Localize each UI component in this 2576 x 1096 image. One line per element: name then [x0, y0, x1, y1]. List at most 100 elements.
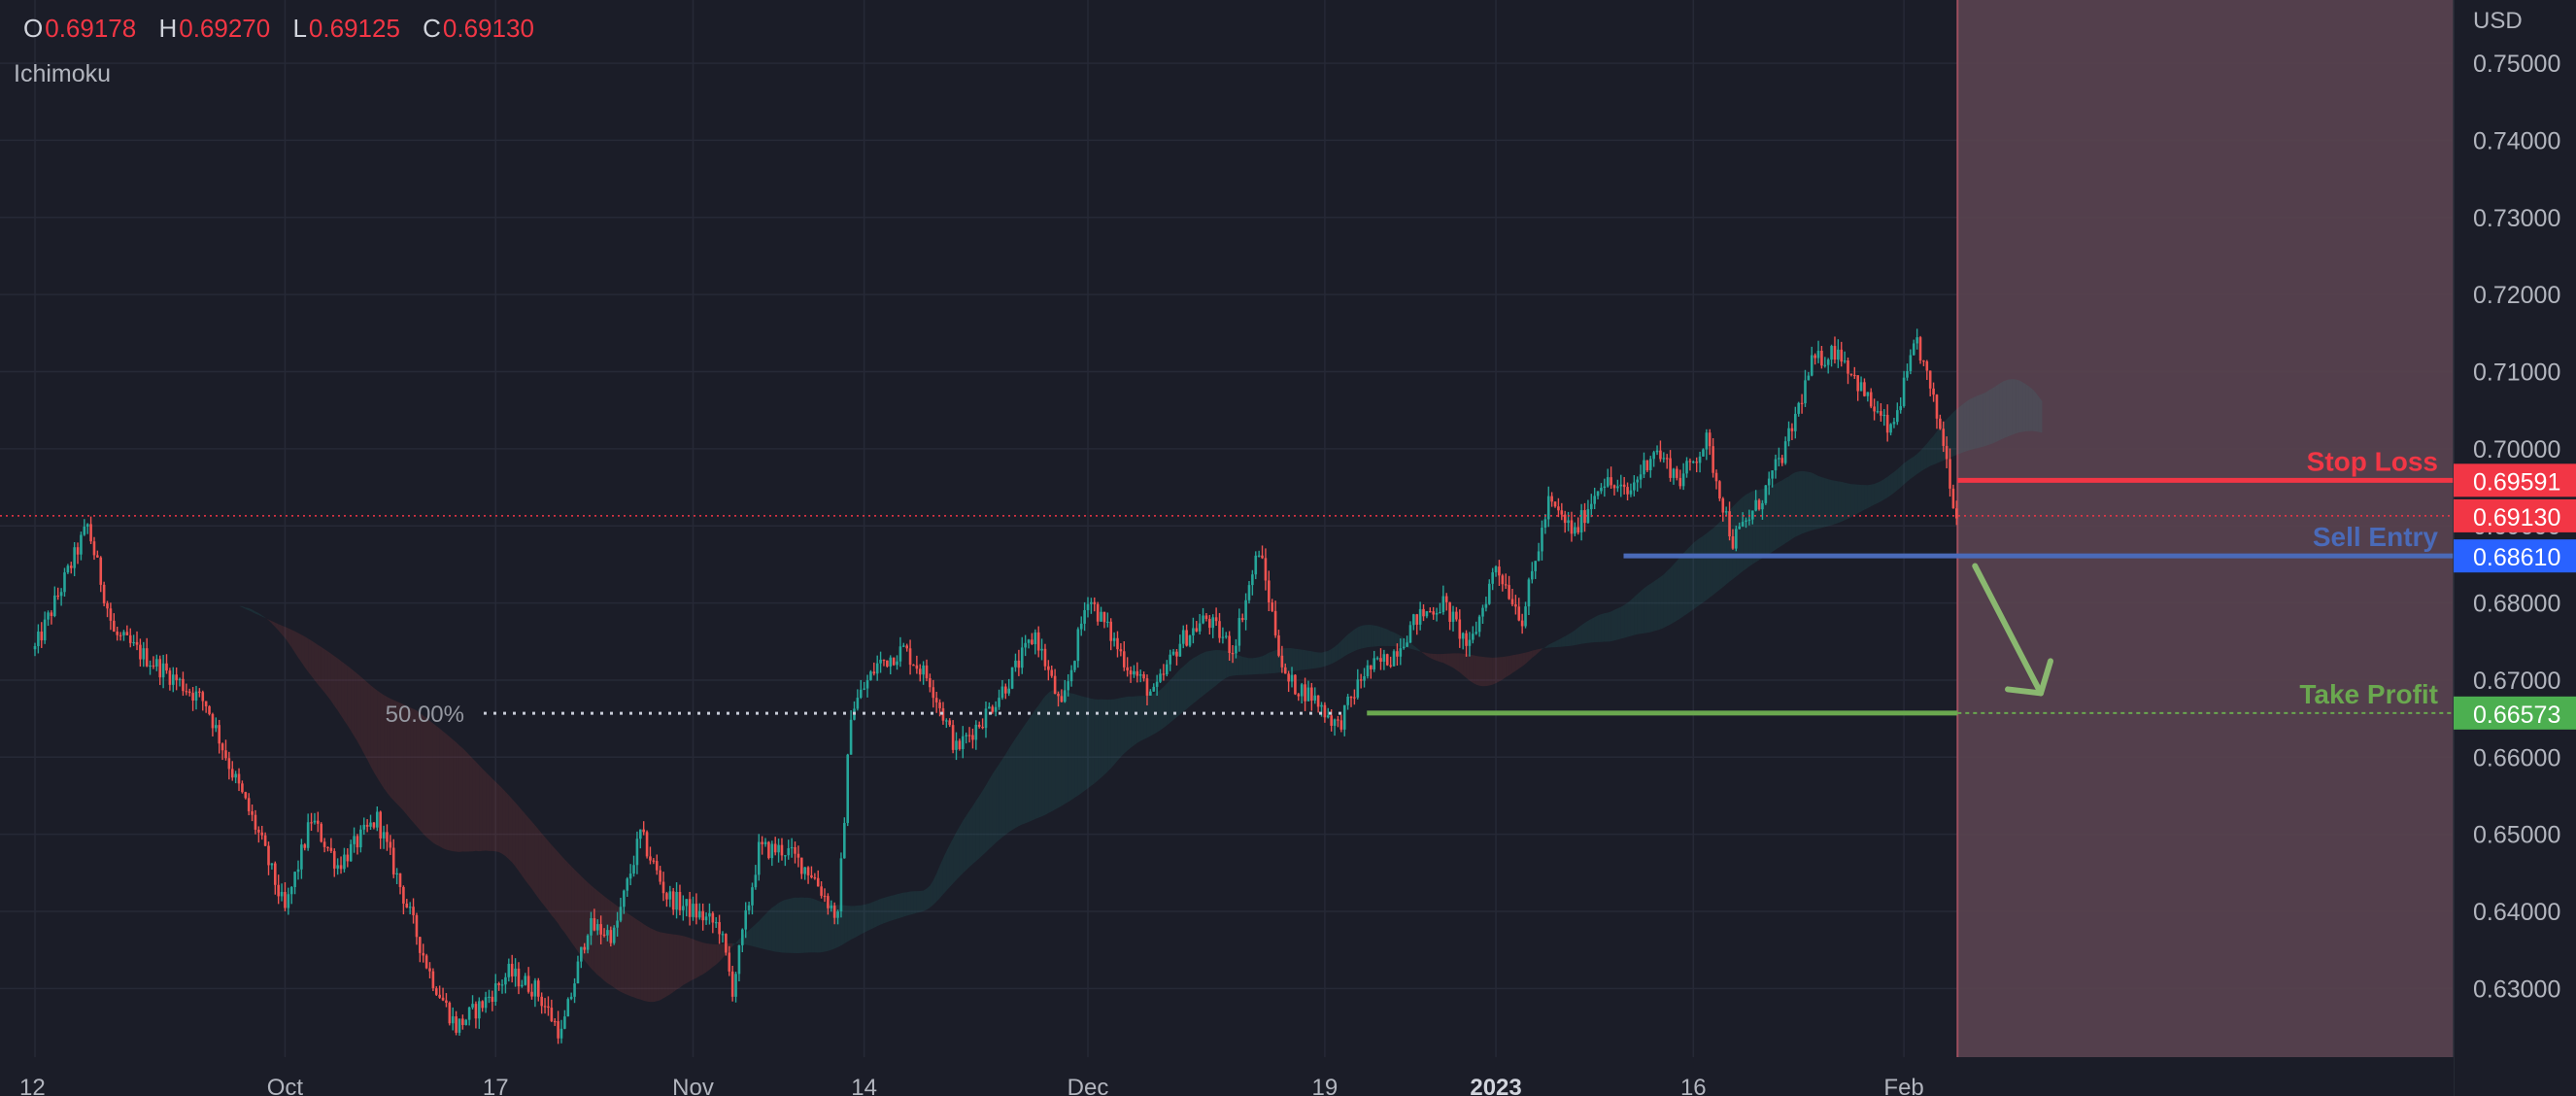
cloud-segment — [1466, 654, 1470, 681]
cloud-segment — [1670, 564, 1674, 625]
cloud-segment — [732, 942, 736, 947]
candle-body — [1280, 655, 1284, 668]
cloud-segment — [1456, 653, 1460, 672]
candle-body — [799, 857, 803, 874]
cloud-segment — [1453, 653, 1457, 670]
candle-body — [929, 678, 932, 688]
cloud-segment — [1186, 660, 1191, 709]
cloud-segment — [356, 673, 361, 748]
candle-body — [1645, 460, 1649, 470]
cloud-segment — [636, 919, 641, 1000]
cloud-segment — [676, 934, 680, 990]
cloud-segment — [1005, 748, 1009, 835]
candle-body — [478, 1001, 481, 1019]
sell-entry-annotation: Sell Entry — [2313, 522, 2439, 552]
candle-body — [1517, 606, 1521, 621]
currency-label: USD — [2473, 8, 2523, 34]
candle-body — [1576, 527, 1580, 532]
cloud-segment — [679, 935, 684, 988]
candle-body — [1195, 628, 1199, 632]
cloud-segment — [778, 901, 782, 953]
candle-body — [602, 934, 606, 937]
cloud-segment — [192, 582, 196, 584]
cloud-segment — [268, 619, 272, 624]
candle-body — [185, 691, 188, 693]
candle-body — [76, 547, 80, 555]
cloud-segment — [1812, 472, 1815, 531]
cloud-segment — [351, 668, 355, 736]
cloud-segment — [166, 588, 170, 594]
candle-body — [1083, 609, 1086, 624]
candle-body — [704, 916, 708, 921]
cloud-segment — [169, 584, 174, 589]
cloud-segment — [1140, 696, 1144, 741]
cloud-segment — [1995, 383, 2000, 442]
candle-body — [718, 922, 721, 935]
cloud-segment — [1663, 570, 1668, 629]
candle-body — [191, 693, 194, 702]
candle-body — [1932, 388, 1935, 395]
candle-body — [306, 822, 310, 848]
candle-body — [1060, 696, 1064, 702]
cloud-segment — [1335, 643, 1339, 663]
cloud-segment — [225, 599, 229, 601]
cloud-segment — [1473, 655, 1476, 685]
cloud-segment — [716, 943, 720, 965]
cloud-segment — [861, 904, 864, 935]
cloud-segment — [314, 642, 319, 685]
candle-body — [332, 850, 336, 869]
candle-body — [1579, 510, 1583, 532]
candle-body — [1192, 628, 1195, 635]
candle-body — [1339, 720, 1343, 730]
cloud-segment — [1700, 535, 1704, 605]
candle-body — [510, 963, 514, 976]
cloud-segment — [1772, 484, 1776, 552]
candle-body — [1031, 639, 1034, 644]
candle-body — [569, 996, 573, 1000]
cloud-segment — [1587, 618, 1592, 643]
candle-body — [241, 783, 244, 793]
cloud-segment — [797, 897, 802, 954]
cloud-segment — [1630, 597, 1635, 636]
cloud-segment — [1373, 625, 1378, 647]
candle-body — [448, 1002, 452, 1024]
cloud-segment — [555, 848, 559, 924]
cloud-segment — [1482, 656, 1486, 687]
candle-body — [813, 876, 817, 879]
candle-body — [1468, 639, 1472, 646]
candle-body — [125, 632, 129, 635]
cloud-segment — [410, 707, 414, 823]
cloud-segment — [867, 903, 871, 932]
candle-body — [1053, 675, 1057, 695]
cloud-segment — [877, 898, 881, 927]
candle-body — [491, 996, 494, 1003]
cloud-segment — [1380, 627, 1384, 646]
candle-body — [1738, 526, 1742, 530]
candle-body — [1122, 651, 1126, 668]
candle-body — [50, 612, 53, 617]
cloud-segment — [1302, 649, 1305, 670]
indicator-label[interactable]: Ichimoku — [14, 60, 112, 87]
cloud-segment — [857, 905, 862, 937]
cloud-segment — [541, 833, 546, 908]
candle-body — [244, 792, 248, 799]
candle-body — [69, 565, 73, 568]
candle-body — [1915, 337, 1918, 344]
cloud-segment — [702, 942, 707, 975]
candle-body — [945, 720, 948, 722]
candle-body — [1633, 482, 1636, 491]
candle-body — [652, 860, 656, 862]
cloud-segment — [288, 628, 292, 648]
candle-body — [284, 891, 287, 908]
candle-body — [296, 869, 300, 873]
candle-body — [1557, 506, 1560, 511]
cloud-segment — [531, 821, 535, 894]
close-value: 0.69130 — [442, 14, 534, 43]
cloud-segment — [2032, 389, 2036, 432]
candle-body — [536, 980, 540, 997]
candle-body — [1014, 660, 1017, 668]
cloud-segment — [1617, 606, 1621, 640]
candle-body — [540, 996, 543, 1007]
candle-body — [1330, 715, 1333, 726]
